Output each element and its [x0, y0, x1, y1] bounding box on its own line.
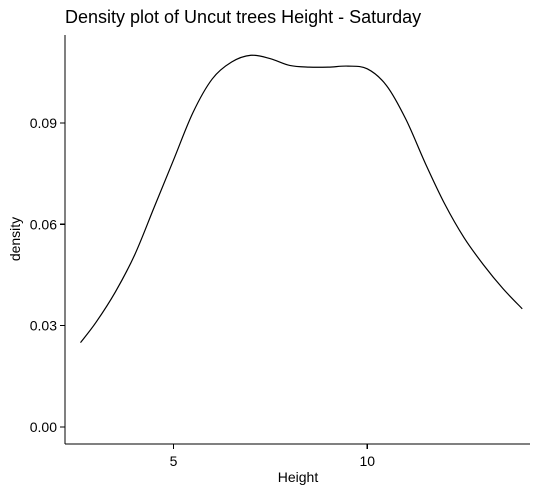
- y-axis-title: density: [7, 217, 23, 261]
- density-curve: [80, 54, 523, 343]
- axes: [64, 35, 530, 445]
- y-tick-label: 0.03: [30, 318, 57, 334]
- x-tick-label: 10: [359, 453, 375, 469]
- x-axis-ticks: 5 10: [170, 444, 375, 469]
- y-tick-label: 0.09: [30, 115, 57, 131]
- y-tick-label: 0.06: [30, 216, 57, 232]
- y-tick-label: 0.00: [30, 419, 57, 435]
- x-axis-title: Height: [278, 469, 319, 485]
- plot-area: [80, 54, 523, 343]
- x-tick-label: 5: [170, 453, 178, 469]
- y-axis-ticks: 0.00 0.03 0.06 0.09: [30, 115, 65, 435]
- chart-title: Density plot of Uncut trees Height - Sat…: [65, 7, 421, 27]
